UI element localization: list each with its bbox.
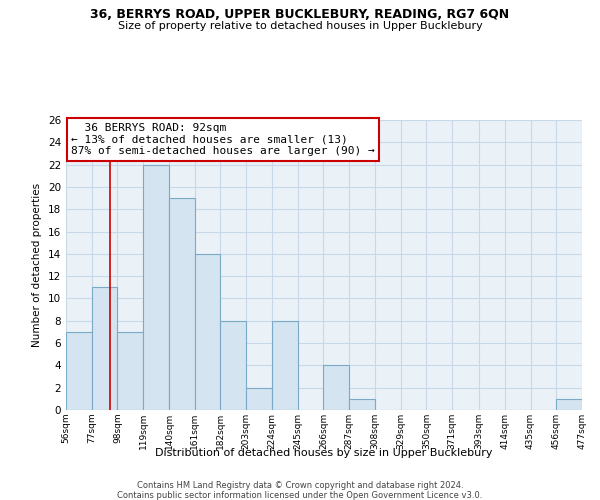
Text: Size of property relative to detached houses in Upper Bucklebury: Size of property relative to detached ho… bbox=[118, 21, 482, 31]
Y-axis label: Number of detached properties: Number of detached properties bbox=[32, 183, 43, 347]
Text: Contains public sector information licensed under the Open Government Licence v3: Contains public sector information licen… bbox=[118, 491, 482, 500]
Text: 36 BERRYS ROAD: 92sqm  
← 13% of detached houses are smaller (13)
87% of semi-de: 36 BERRYS ROAD: 92sqm ← 13% of detached … bbox=[71, 123, 375, 156]
Bar bbox=[92, 288, 118, 410]
Bar bbox=[220, 321, 246, 410]
Bar bbox=[272, 321, 298, 410]
Text: 36, BERRYS ROAD, UPPER BUCKLEBURY, READING, RG7 6QN: 36, BERRYS ROAD, UPPER BUCKLEBURY, READI… bbox=[91, 8, 509, 20]
Bar bbox=[66, 332, 92, 410]
Bar bbox=[118, 332, 143, 410]
Bar bbox=[143, 164, 169, 410]
Bar bbox=[323, 366, 349, 410]
Bar bbox=[246, 388, 272, 410]
Bar bbox=[556, 399, 582, 410]
Text: Contains HM Land Registry data © Crown copyright and database right 2024.: Contains HM Land Registry data © Crown c… bbox=[137, 481, 463, 490]
Text: Distribution of detached houses by size in Upper Bucklebury: Distribution of detached houses by size … bbox=[155, 448, 493, 458]
Bar bbox=[169, 198, 194, 410]
Bar bbox=[349, 399, 375, 410]
Bar bbox=[194, 254, 220, 410]
